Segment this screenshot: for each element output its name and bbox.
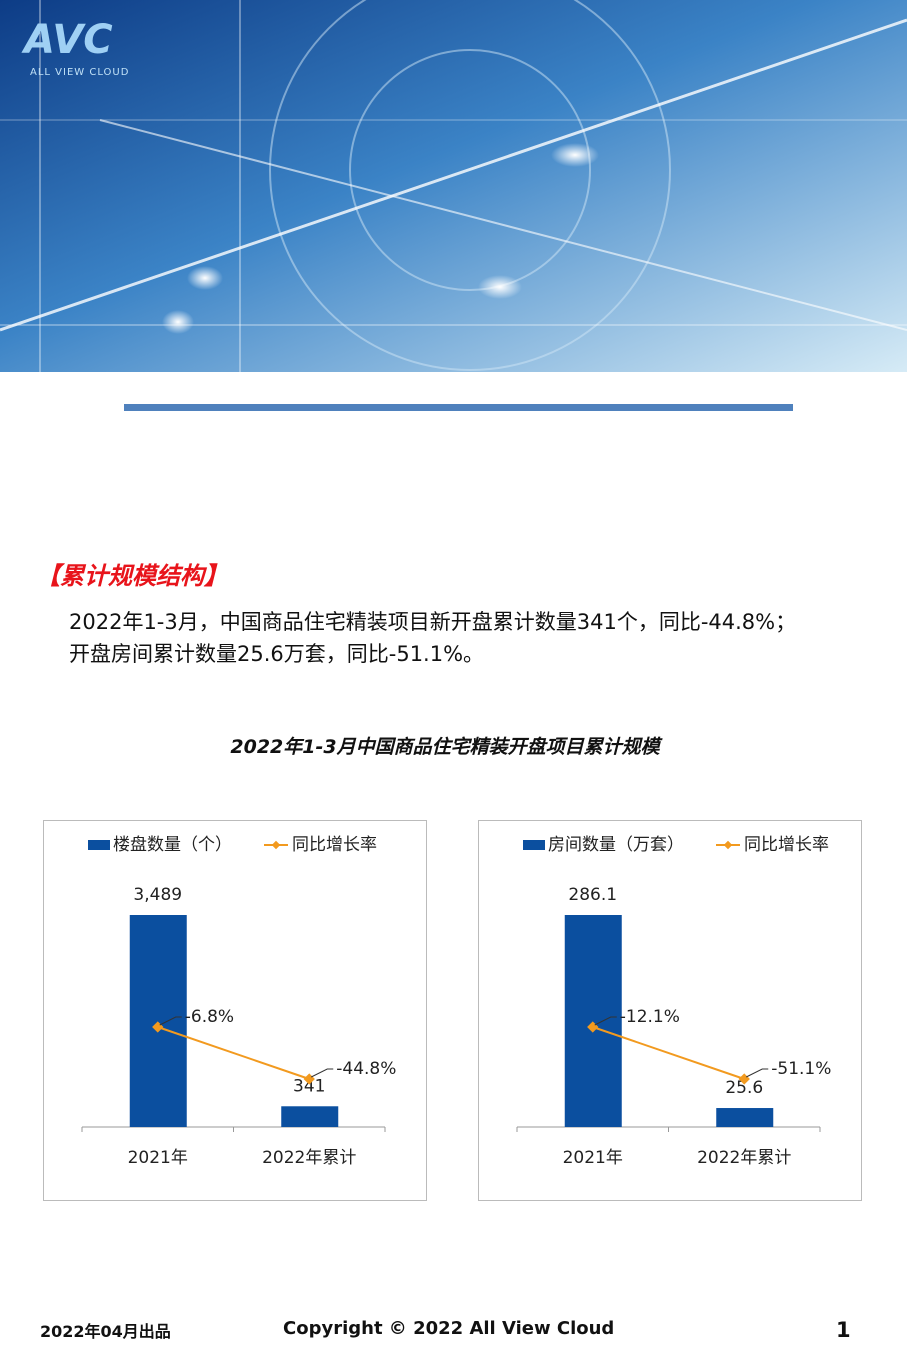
x-tick-label: 2022年累计: [697, 1148, 791, 1168]
bar: [716, 1108, 774, 1127]
chart-title: 2022年1-3月中国商品住宅精装开盘项目累计规模: [230, 736, 660, 758]
logo: AVC: [21, 17, 113, 63]
data-label: -44.8%: [336, 1059, 396, 1079]
section-title: 【累计规模结构】: [36, 562, 228, 590]
bar: [281, 1106, 339, 1127]
data-label: 3,489: [133, 885, 182, 905]
label-leader: [746, 1068, 769, 1078]
data-label: 286.1: [568, 885, 617, 905]
x-tick-label: 2021年: [563, 1148, 623, 1168]
line: [592, 1026, 745, 1080]
legend-label: 楼盘数量（个）: [113, 835, 232, 855]
x-tick-label: 2022年累计: [262, 1148, 356, 1168]
legend-swatch: [88, 840, 110, 850]
data-label: 25.6: [725, 1078, 763, 1098]
bar: [564, 915, 622, 1127]
data-label: -51.1%: [771, 1059, 831, 1079]
footer-date: 2022年04月出品: [40, 1322, 171, 1341]
legend-label: 同比增长率: [292, 835, 377, 855]
bar: [129, 915, 187, 1127]
logo-subtitle: ALL VIEW CLOUD: [30, 67, 129, 78]
data-label: -12.1%: [620, 1007, 680, 1027]
paragraph-line: 开盘房间累计数量25.6万套，同比-51.1%。: [69, 642, 485, 666]
footer-copyright: Copyright © 2022 All View Cloud: [283, 1318, 615, 1339]
chart-border: [478, 820, 862, 1201]
chart: 房间数量（万套） 同比增长率 2021年 2022年累计 286.1 25.6 -12.1%…: [478, 820, 862, 1201]
header-banner: AVC ALL VIEW CLOUD: [0, 0, 907, 372]
label-leader: [311, 1068, 334, 1078]
legend-swatch: [523, 840, 545, 850]
chart: 楼盘数量（个） 同比增长率 2021年 2022年累计 3,489 341 -6.8% -44…: [43, 820, 427, 1201]
divider: [124, 404, 793, 411]
data-label: -6.8%: [185, 1007, 234, 1027]
legend-label: 同比增长率: [744, 835, 829, 855]
legend-label: 房间数量（万套）: [548, 835, 684, 855]
paragraph-line: 2022年1-3月，中国商品住宅精装项目新开盘累计数量341个，同比-44.8%…: [69, 610, 797, 634]
line: [157, 1026, 310, 1080]
data-label: 341: [293, 1076, 325, 1096]
x-tick-label: 2021年: [128, 1148, 188, 1168]
page-number: 1: [836, 1318, 851, 1342]
label-leader: [594, 1016, 617, 1026]
label-leader: [159, 1016, 182, 1026]
chart-border: [43, 820, 427, 1201]
